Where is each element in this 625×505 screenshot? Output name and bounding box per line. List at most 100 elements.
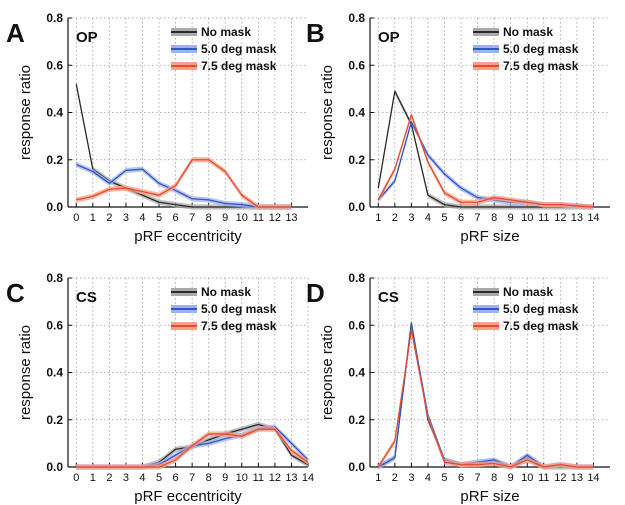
legend-label: 7.5 deg mask xyxy=(503,59,579,73)
legend-label: 5.0 deg mask xyxy=(201,302,277,316)
legend-label: 7.5 deg mask xyxy=(503,319,579,333)
x-tick-label: 12 xyxy=(269,472,281,484)
series-band-3 xyxy=(378,327,594,470)
x-tick-label: 1 xyxy=(90,212,96,224)
x-tick-label: 2 xyxy=(106,472,112,484)
y-axis-title: response ratio xyxy=(319,65,336,160)
series-line-3 xyxy=(377,329,594,468)
x-tick-label: 11 xyxy=(253,212,264,224)
x-tick-label: 9 xyxy=(508,472,514,484)
panel-tag: OP xyxy=(378,29,400,46)
x-tick-label: 9 xyxy=(222,472,228,484)
x-tick-label: 11 xyxy=(253,472,264,484)
series-line-1 xyxy=(377,322,594,468)
x-tick-label: 13 xyxy=(571,212,583,224)
legend-label: No mask xyxy=(201,285,251,299)
y-tick-label: 0.0 xyxy=(348,200,365,214)
x-tick-label: 7 xyxy=(475,472,481,484)
x-tick-label: 6 xyxy=(173,472,179,484)
x-tick-label: 5 xyxy=(156,472,162,484)
x-tick-label: 14 xyxy=(587,212,599,224)
x-tick-label: 11 xyxy=(538,212,549,224)
x-tick-label: 12 xyxy=(554,212,566,224)
y-axis-title: response ratio xyxy=(17,65,34,160)
y-tick-label: 0.6 xyxy=(348,58,365,72)
panel-letter: B xyxy=(306,18,325,48)
y-tick-label: 0.0 xyxy=(46,460,63,474)
series-band-2 xyxy=(76,161,292,210)
y-tick-label: 0.4 xyxy=(46,366,63,380)
x-tick-label: 5 xyxy=(156,212,162,224)
y-axis-title: response ratio xyxy=(17,325,34,420)
x-tick-label: 7 xyxy=(189,472,195,484)
x-tick-label: 9 xyxy=(508,212,514,224)
y-tick-label: 0.8 xyxy=(46,271,63,285)
series-line-3 xyxy=(76,159,292,208)
legend-label: 5.0 deg mask xyxy=(201,42,277,56)
x-tick-label: 12 xyxy=(554,472,566,484)
x-tick-label: 1 xyxy=(375,472,381,484)
x-tick-label: 7 xyxy=(475,212,481,224)
x-tick-label: 4 xyxy=(425,472,431,484)
x-tick-label: 2 xyxy=(392,212,398,224)
series-line-3 xyxy=(76,428,309,468)
x-tick-label: 11 xyxy=(538,472,549,484)
legend-label: 5.0 deg mask xyxy=(503,42,579,56)
series-line-2 xyxy=(377,324,594,468)
x-tick-label: 10 xyxy=(521,472,533,484)
x-tick-label: 10 xyxy=(236,212,248,224)
y-tick-label: 0.8 xyxy=(348,271,365,285)
x-tick-label: 7 xyxy=(189,212,195,224)
x-tick-label: 5 xyxy=(441,212,447,224)
panel-tag: OP xyxy=(76,29,98,46)
x-tick-label: 6 xyxy=(173,212,179,224)
y-tick-label: 0.2 xyxy=(46,413,63,427)
x-tick-label: 12 xyxy=(269,212,281,224)
x-tick-label: 13 xyxy=(571,472,583,484)
x-tick-label: 0 xyxy=(73,212,79,224)
y-tick-label: 0.4 xyxy=(348,106,365,120)
x-axis-title: pRF size xyxy=(460,228,519,245)
x-tick-label: 0 xyxy=(73,472,79,484)
y-tick-label: 0.2 xyxy=(46,153,63,167)
x-axis-title: pRF eccentricity xyxy=(134,488,242,505)
panel-letter: C xyxy=(6,278,25,308)
x-tick-label: 3 xyxy=(408,212,414,224)
y-tick-label: 0.6 xyxy=(348,318,365,332)
series-band-2 xyxy=(378,119,594,210)
x-tick-label: 5 xyxy=(441,472,447,484)
series-line-2 xyxy=(377,121,594,208)
x-tick-label: 10 xyxy=(521,212,533,224)
x-tick-label: 14 xyxy=(587,472,599,484)
y-tick-label: 0.6 xyxy=(46,318,63,332)
panel-tag: CS xyxy=(76,289,97,306)
y-tick-label: 0.4 xyxy=(46,106,63,120)
x-tick-label: 4 xyxy=(139,472,145,484)
legend-label: No mask xyxy=(201,25,251,39)
y-tick-label: 0.8 xyxy=(348,11,365,25)
x-tick-label: 1 xyxy=(90,472,96,484)
legend-label: 5.0 deg mask xyxy=(503,302,579,316)
x-tick-label: 8 xyxy=(491,212,497,224)
x-tick-label: 6 xyxy=(458,472,464,484)
x-axis-title: pRF eccentricity xyxy=(134,228,242,245)
legend-label: 7.5 deg mask xyxy=(201,59,277,73)
series-band-1 xyxy=(378,320,594,470)
x-tick-label: 1 xyxy=(375,212,381,224)
x-tick-label: 8 xyxy=(206,472,212,484)
y-tick-label: 0.2 xyxy=(348,153,365,167)
series-band-1 xyxy=(378,88,594,210)
series-line-3 xyxy=(377,114,594,208)
y-tick-label: 0.2 xyxy=(348,413,365,427)
x-tick-label: 13 xyxy=(285,472,297,484)
x-tick-label: 8 xyxy=(206,212,212,224)
panel-letter: A xyxy=(6,18,25,48)
x-tick-label: 6 xyxy=(458,212,464,224)
x-tick-label: 8 xyxy=(491,472,497,484)
x-tick-label: 4 xyxy=(425,212,431,224)
